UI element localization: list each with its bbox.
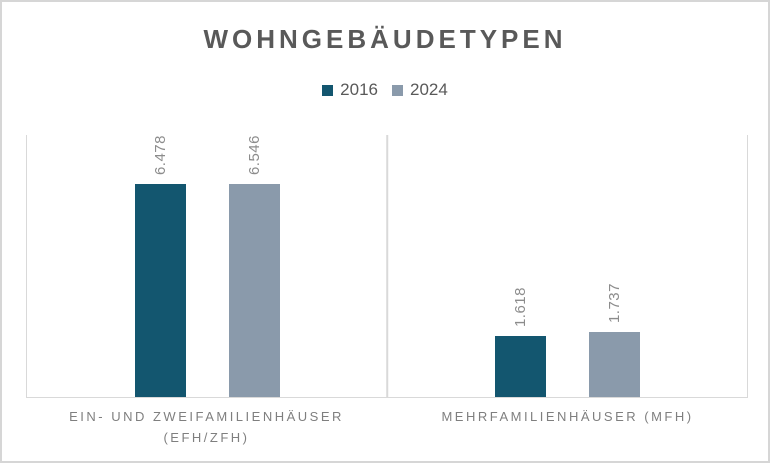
bar-group-item: 1.618 bbox=[494, 135, 546, 397]
bar-group-item: 1.737 bbox=[588, 135, 640, 397]
category-label-line: MEHRFAMILIENHÄUSER (MFH) bbox=[441, 409, 694, 424]
legend-swatch-icon bbox=[322, 84, 334, 96]
bar-2024 bbox=[228, 184, 280, 397]
bar-2016 bbox=[134, 184, 186, 397]
bar-value-label: 1.618 bbox=[511, 286, 529, 327]
legend-label: 2016 bbox=[340, 80, 378, 99]
category-axis-labels: EIN- UND ZWEIFAMILIENHÄUSER (EFH/ZFH) MEHR… bbox=[26, 406, 748, 448]
bar-value-label: 6.478 bbox=[151, 135, 169, 176]
bar-2024 bbox=[588, 332, 640, 397]
category-label-line: (EFH/ZFH) bbox=[163, 430, 250, 445]
plot-area: 6.478 6.546 1.618 1.737 bbox=[26, 135, 748, 398]
category-label-line: EIN- UND ZWEIFAMILIENHÄUSER bbox=[69, 409, 344, 424]
category-group: 1.618 1.737 bbox=[387, 135, 747, 397]
category-divider-line bbox=[386, 135, 388, 397]
legend-item-2024: 2024 bbox=[392, 80, 448, 100]
category-label: MEHRFAMILIENHÄUSER (MFH) bbox=[387, 406, 748, 448]
bar-value-label: 6.546 bbox=[245, 135, 263, 176]
category-group: 6.478 6.546 bbox=[27, 135, 387, 397]
bar-2016 bbox=[494, 336, 546, 397]
bar-group-item: 6.546 bbox=[228, 135, 280, 397]
bar-value-label: 1.737 bbox=[605, 282, 623, 323]
chart-title: WOHNGEBÄUDETYPEN bbox=[203, 24, 567, 54]
legend-swatch-icon bbox=[392, 84, 403, 96]
legend-label: 2024 bbox=[410, 80, 448, 99]
legend: 2016 2024 bbox=[2, 80, 768, 100]
legend-item-2016: 2016 bbox=[322, 80, 378, 100]
bar-group-item: 6.478 bbox=[134, 135, 186, 397]
category-label: EIN- UND ZWEIFAMILIENHÄUSER (EFH/ZFH) bbox=[26, 406, 387, 448]
